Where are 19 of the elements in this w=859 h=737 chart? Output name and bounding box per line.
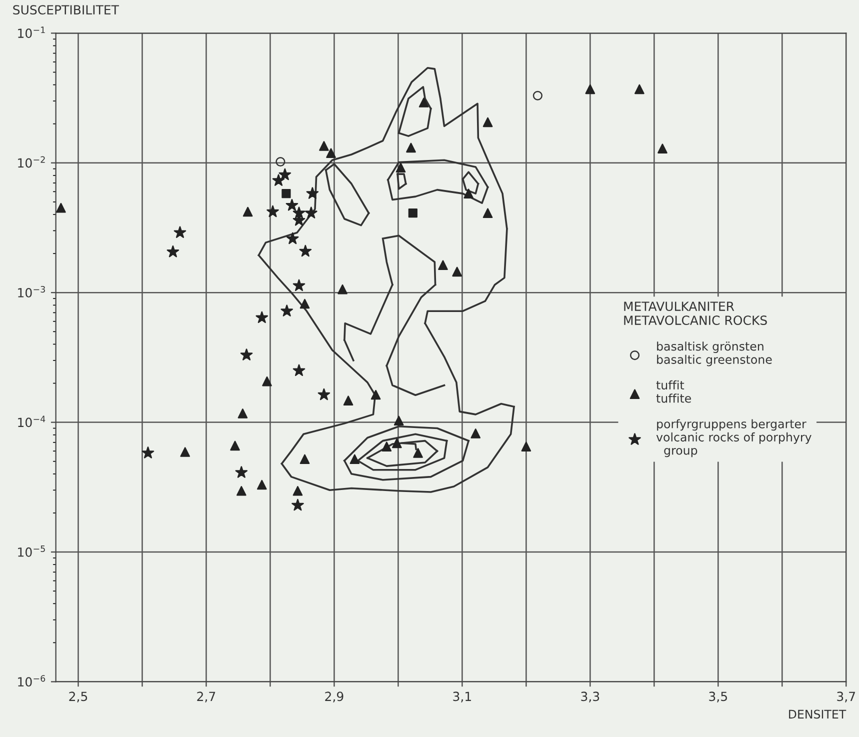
y-tick-label: 10$^{−1}$ bbox=[18, 26, 45, 38]
y-tick-label: 10$^{−6}$ bbox=[18, 675, 46, 687]
y-tick-label: 10$^{−3}$ bbox=[18, 286, 45, 298]
x-tick-label: 3,7 bbox=[837, 692, 855, 702]
y-axis-title: SUSCEPTIBILITET bbox=[13, 5, 119, 15]
x-tick-label: 3,3 bbox=[581, 692, 600, 702]
x-tick-label: 2,7 bbox=[197, 692, 216, 702]
y-tick-label: 10$^{−2}$ bbox=[18, 156, 45, 168]
legend-label: tuffit tuffite bbox=[656, 380, 691, 403]
x-tick-label: 2,9 bbox=[325, 692, 344, 702]
legend-label: basaltisk grönsten basaltic greenstone bbox=[657, 342, 772, 366]
x-tick-label: 3,5 bbox=[709, 692, 727, 702]
x-tick-label: 2,5 bbox=[69, 692, 88, 702]
legend-title: METAVULKANITER METAVOLCANIC ROCKS bbox=[624, 302, 767, 325]
x-tick-label: 3,1 bbox=[453, 692, 471, 702]
y-tick-label: 10$^{−5}$ bbox=[18, 546, 45, 557]
x-axis-title: DENSITET bbox=[789, 710, 846, 719]
legend-label: porfyrgruppens bergarter volcanic rocks of porphyry group bbox=[656, 419, 812, 458]
y-tick-label: 10$^{−4}$ bbox=[18, 416, 46, 428]
